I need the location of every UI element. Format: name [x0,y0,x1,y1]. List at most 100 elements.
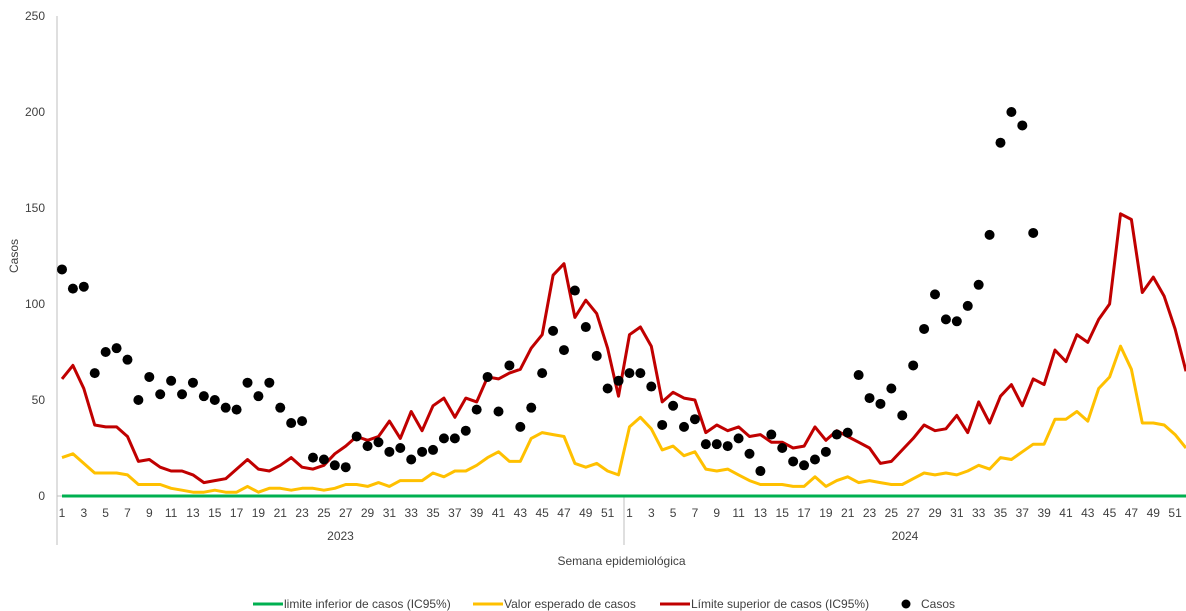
data-point [286,418,297,429]
data-point [548,325,559,336]
x-tick-label: 23 [863,506,877,520]
x-tick-label: 47 [557,506,571,520]
data-point [122,354,133,365]
legend: limite inferior de casos (IC95%) Valor es… [253,597,955,611]
x-tick-label: 25 [317,506,331,520]
x-tick-label: 35 [426,506,440,520]
data-point [940,314,951,325]
legend-label: Casos [921,597,955,611]
data-point [569,285,580,296]
x-tick-label: 13 [754,506,768,520]
data-point [1017,120,1028,131]
data-point [668,400,679,411]
x-tick-label: 31 [950,506,964,520]
data-point [722,441,733,452]
data-point [799,460,810,471]
data-point [493,406,504,417]
data-point [537,368,548,379]
data-point [864,393,875,404]
data-point [362,441,373,452]
x-tick-label: 13 [186,506,200,520]
x-year-label: 2023 [327,529,354,543]
data-point [1028,227,1039,238]
data-point [635,368,646,379]
data-point [166,375,177,386]
x-tick-label: 49 [579,506,593,520]
data-point [908,360,919,371]
x-tick-label: 29 [361,506,375,520]
data-point [853,370,864,381]
x-tick-label: 45 [535,506,549,520]
data-point [919,323,930,334]
x-tick-label: 27 [907,506,921,520]
data-point [253,391,264,402]
x-tick-label: 15 [208,506,222,520]
x-tick-label: 11 [165,506,178,520]
data-point [67,283,78,294]
data-point [177,389,188,400]
legend-label: Valor esperado de casos [504,597,636,611]
data-point [220,402,231,413]
x-tick-label: 9 [713,506,720,520]
x-tick-label: 23 [295,506,309,520]
y-tick-label: 150 [25,201,45,215]
data-point [78,281,89,292]
data-point [558,345,569,356]
data-point [711,439,722,450]
data-point [449,433,460,444]
data-point [155,389,166,400]
x-tick-label: 33 [972,506,986,520]
x-tick-label: 19 [819,506,833,520]
data-point [515,421,526,432]
legend-label: Límite superior de casos (IC95%) [691,597,869,611]
x-tick-label: 7 [124,506,131,520]
y-tick-label: 0 [38,489,45,503]
data-point [329,460,340,471]
data-point [755,466,766,477]
data-point [689,414,700,425]
x-tick-label: 1 [59,506,66,520]
data-point [930,289,941,300]
data-point [417,446,428,457]
x-tick-label: 9 [146,506,153,520]
y-axis-title: Casos [7,239,21,273]
x-tick-label: 7 [692,506,699,520]
data-point [406,454,417,465]
data-point [777,443,788,453]
data-point [842,427,853,438]
series-line-2 [60,212,1186,485]
data-point [471,404,482,415]
data-point [504,360,515,371]
series-layer [60,212,1186,498]
data-point [133,395,144,405]
x-tick-label: 43 [514,506,528,520]
data-point [679,421,690,432]
x-tick-label: 39 [1037,506,1051,520]
data-point [591,350,602,361]
y-tick-label: 50 [32,393,46,407]
data-point [340,462,351,473]
x-tick-label: 15 [776,506,790,520]
x-tick-label: 5 [102,506,109,520]
data-point [231,404,242,415]
x-tick-label: 37 [448,506,462,520]
data-point [264,377,275,388]
data-point [187,377,198,388]
data-point [275,402,286,413]
x-tick-label: 17 [797,506,811,520]
data-point [646,381,657,392]
x-tick-label: 51 [1168,506,1182,520]
data-point [144,371,155,382]
x-tick-label: 3 [648,506,655,520]
data-point [351,431,362,442]
data-point [1006,107,1017,117]
x-tick-label: 1 [626,506,633,520]
data-point [384,446,395,457]
x-tick-label: 3 [80,506,87,520]
data-point [297,416,308,427]
data-point [657,419,668,430]
data-point [526,402,537,413]
data-point [111,343,122,354]
